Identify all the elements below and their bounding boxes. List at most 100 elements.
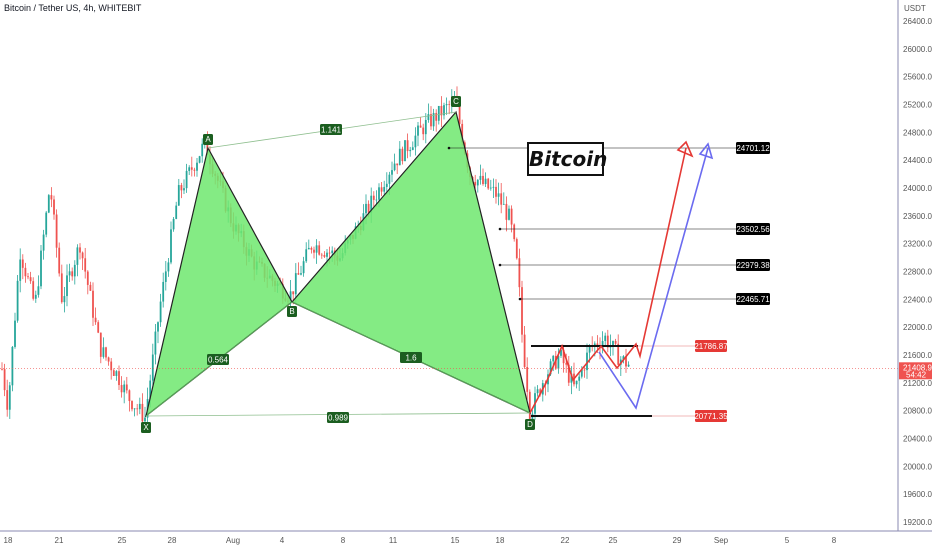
candle-body [172,218,175,230]
level-price-badge [736,223,770,235]
time-tick-label: 5 [785,536,790,545]
candle-body [183,188,185,191]
candle-body [315,245,318,253]
bullish-arrowhead [676,140,694,158]
candle-body [435,112,438,121]
time-tick-label: 4 [280,536,285,545]
price-tick-label: 21600.00 [903,351,932,360]
projection-paths [529,140,714,414]
candle-body [144,417,146,422]
candle-body [557,355,560,369]
candle-body [66,275,68,297]
candle-body [430,114,432,127]
candle-body [508,208,510,220]
candle-body [3,369,6,391]
candle-body [193,169,196,171]
candle-body [42,234,45,251]
candle-body [45,212,48,235]
candle-body [575,380,578,385]
candle-body [505,203,508,220]
candle-body [489,187,492,189]
candle-body [138,403,141,410]
time-tick-label: Aug [226,536,240,545]
candle-body [401,148,404,162]
candle-body [141,403,144,422]
time-tick-label: 8 [341,536,346,545]
candle-body [487,178,490,189]
time-tick-label: 15 [451,536,460,545]
target-level-dot [518,297,522,301]
price-tick-label: 20400.00 [903,435,932,444]
candle-body [133,408,136,410]
candle-body [180,185,183,191]
price-tick-label: 20800.00 [903,407,932,416]
candle-body [190,167,193,170]
candle-body [378,187,380,200]
candle-body [427,114,430,120]
level-price-badge [736,259,770,271]
candle-body [107,357,110,362]
level-price-badge [695,340,727,352]
candle-body [518,258,521,288]
candle-body [131,401,133,410]
candle-body [154,331,157,355]
candle-body [157,322,159,332]
candle-body [606,335,609,348]
candle-body [73,264,76,277]
candle-body [375,199,378,201]
candle-body [482,175,484,185]
candle-body [58,247,61,274]
candle-body [294,273,297,295]
candle-body [292,291,295,295]
candle-body [552,355,555,362]
pattern-point-badge [451,96,461,107]
candle-body [115,371,118,376]
candle-body [29,277,32,282]
candle-body [617,343,620,365]
level-price-value: 22979.38 [736,261,770,270]
price-tick-label: 19200.00 [903,518,932,527]
candle-body [521,287,523,335]
candle-body [513,224,516,240]
candle-body [68,271,71,276]
alternate-projection-path [598,147,709,410]
candle-body [625,356,627,367]
time-tick-label: 18 [496,536,505,545]
time-tick-label: 29 [673,536,682,545]
candle-body [6,390,9,410]
pattern-point-label: D [527,420,533,429]
candle-body [443,105,445,116]
candle-body [502,203,505,205]
candle-body [185,170,188,189]
candle-body [55,214,58,248]
candle-body [318,245,321,255]
candle-body [53,199,55,215]
candle-body [492,186,495,188]
candle-body [461,123,464,143]
candle-body [105,347,107,358]
candle-body [393,163,396,171]
candle-body [588,345,591,353]
candle-body [79,247,81,253]
harmonic-pattern: X A B C D 1.141 0.564 1.6 0.989 [141,96,535,433]
candle-body [437,105,440,121]
chart-title: Bitcoin / Tether US, 4h, WHITEBIT [4,3,142,13]
candle-body [196,162,198,171]
candle-body [112,370,115,376]
candle-body [11,346,14,386]
candle-body [370,195,373,213]
pattern-point-badge [203,134,213,145]
candle-body [16,280,19,321]
candle-body [149,380,152,400]
pattern-point-badge [287,306,297,317]
time-tick-label: 22 [561,536,570,545]
candle-body [34,294,37,299]
time-tick-label: 18 [4,536,13,545]
candle-body [627,364,630,367]
candle-body [440,105,443,116]
candle-body [289,291,292,302]
candle-body [331,250,334,254]
time-tick-label: 8 [832,536,837,545]
candle-body [102,347,105,357]
